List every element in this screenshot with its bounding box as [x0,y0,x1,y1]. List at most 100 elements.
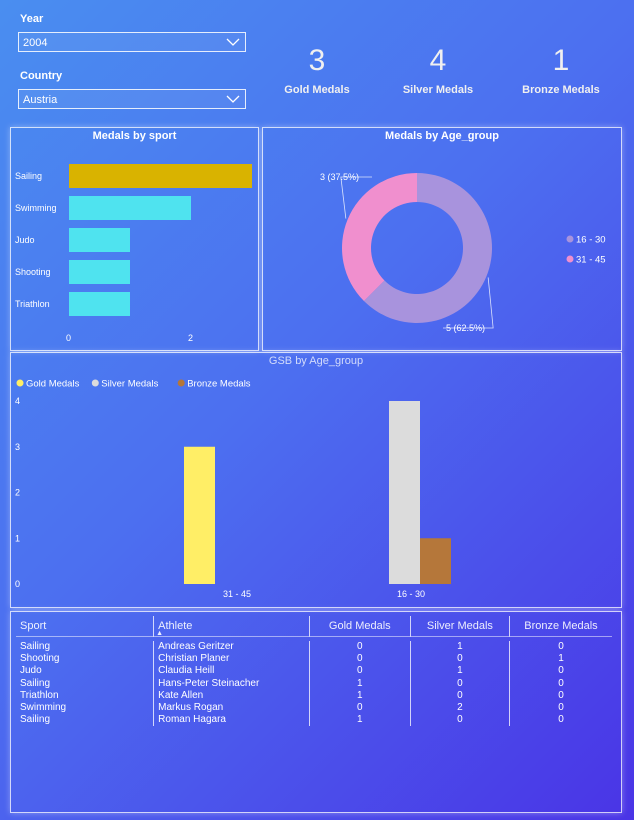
col-gold[interactable]: Gold Medals [308,616,411,637]
table-cell: 1 [409,665,510,678]
table-cell: 0 [308,665,411,678]
table-cell: Judo [20,665,42,677]
table-row[interactable]: Shooting Christian Planer 0 0 1 [16,653,612,666]
table-cell: Triathlon [20,689,59,701]
donut-legend-label: 31 - 45 [576,255,606,266]
table-cell: Markus Rogan [153,701,310,715]
country-dropdown[interactable]: Austria [18,89,246,109]
table-cell: Swimming [20,702,67,714]
gsb-legend-label: Gold Medals [26,379,80,390]
table-cell: Roman Hagara [153,714,310,727]
table-cell: Christian Planer [153,653,310,666]
gsb-y-tick: 3 [15,442,20,452]
sport-bar-label: Judo [15,235,35,245]
chevron-down-icon [226,38,240,46]
col-athlete[interactable]: Athlete ▲ [153,616,310,637]
table-cell: 0 [508,677,612,690]
donut-slice[interactable] [342,173,417,302]
table-cell: 0 [409,714,510,727]
bronze-kpi-label: Bronze Medals [522,84,600,96]
table-cell: 0 [508,641,612,654]
silver-kpi-label: Silver Medals [402,84,474,96]
table-cell: Andreas Geritzer [153,641,310,654]
gsb-bar-chart[interactable]: Gold Medals Silver Medals Bronze Medals 0 1 2… [11,353,621,607]
country-label: Country [20,70,63,82]
table-cell: 0 [508,701,612,715]
gsb-y-tick: 0 [15,579,20,589]
age-donut-chart[interactable]: 5 (62.5%) 3 (37.5%) 16 - 30 31 - 45 [263,128,621,350]
gsb-x-category-label: 16 - 30 [397,589,425,599]
sport-bar[interactable] [69,292,130,316]
gsb-y-tick: 2 [15,488,20,498]
medals-by-age-panel[interactable]: Medals by Age_group 5 (62.5%) 3 (37.5%) 16… [262,127,622,351]
donut-legend-marker [566,235,574,243]
medals-by-sport-panel[interactable]: Medals by sport Sailing Swimming Judo Shoot… [10,127,259,351]
table-cell: 0 [508,689,612,702]
table-cell: Kate Allen [153,689,310,702]
year-value: 2004 [23,37,48,49]
bronze-kpi-value: 1 [552,44,570,77]
col-athlete-label: Athlete [158,620,193,632]
silver-kpi-value: 4 [429,44,447,77]
table-row[interactable]: Sailing Andreas Geritzer 0 1 0 [16,641,612,654]
medals-by-age-title: Medals by Age_group [385,130,499,142]
col-sport[interactable]: Sport [20,620,47,632]
table-row[interactable]: Triathlon Kate Allen 1 0 0 [16,689,612,702]
sport-bar-label: Shooting [15,267,51,277]
gsb-bar[interactable] [420,538,451,584]
donut-data-label: 5 (62.5%) [446,323,485,333]
table-cell: 0 [508,714,612,727]
table-cell: Claudia Heill [153,665,310,678]
table-row[interactable]: Swimming Markus Rogan 0 2 0 [16,701,612,715]
gsb-legend-label: Bronze Medals [187,379,251,390]
table-cell: Sailing [20,714,51,726]
table-cell: Sailing [20,641,51,653]
donut-leader-line [443,277,494,329]
table-cell: Sailing [20,677,51,689]
table-cell: 1 [308,677,411,690]
gsb-by-age-panel[interactable]: GSB by Age_group Gold Medals Silver Medal… [10,352,622,608]
col-silver[interactable]: Silver Medals [409,616,510,637]
donut-leader-line [340,176,372,219]
athlete-table[interactable]: Sport Athlete ▲ Gold Medals Silver Medal… [16,616,612,727]
table-cell: 0 [409,689,510,702]
table-cell: Shooting [20,653,60,665]
table-cell: 1 [508,653,612,666]
gsb-legend-label: Silver Medals [101,379,158,390]
donut-slice[interactable] [363,173,492,323]
gsb-y-tick: 1 [15,533,20,543]
table-cell: 0 [409,677,510,690]
table-cell: 0 [308,641,411,654]
gsb-legend-marker [91,379,99,387]
year-dropdown[interactable]: 2004 [18,32,246,52]
gsb-y-tick: 4 [15,396,20,406]
gsb-by-age-title: GSB by Age_group [268,355,364,367]
sport-bar[interactable] [69,164,252,188]
sport-bar[interactable] [69,228,130,252]
table-cell: 0 [308,701,411,715]
sort-ascending-icon: ▲ [156,630,164,637]
sport-bar-label: Sailing [15,171,43,181]
donut-data-label: 3 (37.5%) [320,172,359,182]
table-row[interactable]: Sailing Roman Hagara 1 0 0 [16,714,612,727]
gsb-bar[interactable] [184,446,215,584]
table-cell: 0 [409,653,510,666]
gsb-bar[interactable] [389,401,420,584]
col-bronze[interactable]: Bronze Medals [508,616,612,637]
table-cell: 1 [308,689,411,702]
sport-bar[interactable] [69,260,130,284]
table-cell: 0 [308,653,411,666]
medals-by-sport-title: Medals by sport [92,130,177,142]
chevron-down-icon [226,95,240,103]
athlete-table-panel[interactable]: Sport Athlete ▲ Gold Medals Silver Medal… [10,611,622,813]
table-cell: 1 [308,714,411,727]
gsb-legend-marker [177,379,185,387]
gsb-x-category-label: 31 - 45 [223,589,251,599]
year-label: Year [20,13,44,25]
table-cell: 2 [409,701,510,715]
table-row[interactable]: Sailing Hans-Peter Steinacher 1 0 0 [16,677,612,690]
sport-bar[interactable] [69,196,191,220]
donut-legend-marker [566,255,574,263]
table-row[interactable]: Judo Claudia Heill 0 1 0 [16,665,612,678]
sport-bar-label: Triathlon [15,299,50,309]
